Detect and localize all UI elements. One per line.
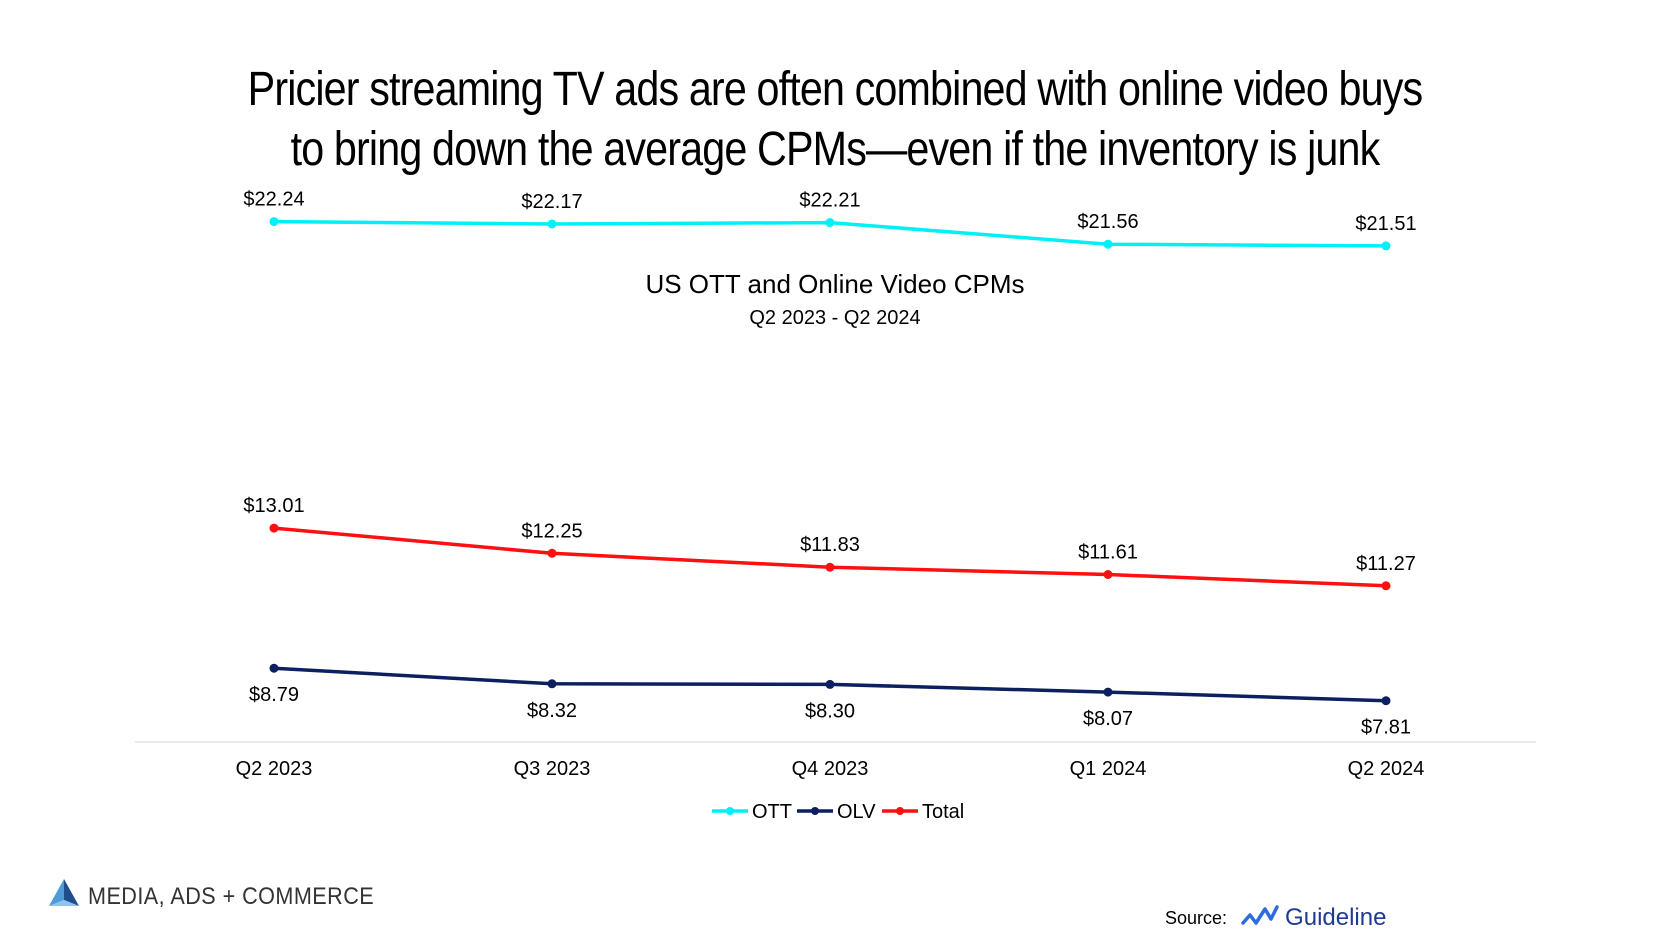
triangle-logo-icon (48, 878, 80, 915)
headline-line-2: to bring down the average CPMs—even if t… (290, 123, 1381, 176)
source: Source: Guideline (1165, 904, 1386, 932)
data-point-ott (269, 217, 279, 227)
data-point-olv (825, 679, 835, 689)
data-point-olv (547, 679, 557, 689)
data-label-olv: $8.30 (805, 700, 855, 722)
legend-label-total: Total (922, 801, 964, 823)
data-point-olv (269, 663, 279, 673)
data-label-olv: $8.32 (527, 700, 577, 722)
legend: OTT OLV Total (712, 801, 964, 823)
data-label-ott: $22.17 (521, 191, 582, 213)
headline: Pricier streaming TV ads are often combi… (117, 60, 1553, 180)
guideline-wave-icon (1241, 904, 1279, 932)
data-point-ott (1103, 239, 1113, 249)
source-label: Source: (1165, 907, 1228, 928)
legend-marker-olv (811, 807, 819, 815)
data-label-ott: $21.56 (1077, 211, 1138, 233)
data-label-total: $13.01 (243, 495, 304, 517)
brand-logo-text: MEDIA, ADS + COMMERCE (88, 882, 375, 910)
legend-marker-ott (726, 807, 734, 815)
legend-marker-total (896, 807, 904, 815)
data-label-total: $12.25 (521, 520, 582, 542)
data-label-olv: $8.07 (1083, 708, 1133, 730)
data-point-total (1103, 570, 1113, 579)
data-point-olv (1103, 687, 1113, 697)
data-label-ott: $22.21 (799, 190, 860, 212)
data-point-total (547, 548, 557, 558)
series-layer: $22.24 $22.17 $22.21 $21.56 $21.51 $13.01 $12.… (243, 189, 1416, 739)
x-axis-ticks: Q2 2023 Q3 2023 Q4 2023 Q1 2024 Q2 2024 (236, 758, 1425, 780)
x-tick-label: Q1 2024 (1070, 758, 1147, 780)
x-tick-label: Q3 2023 (514, 758, 591, 780)
chart-subtitle: Q2 2023 - Q2 2024 (749, 307, 920, 329)
data-point-ott (547, 219, 557, 229)
legend-label-olv: OLV (837, 801, 876, 823)
data-label-olv: $8.79 (249, 684, 299, 706)
legend-label-ott: OTT (752, 801, 792, 823)
chart-title: US OTT and Online Video CPMs (645, 269, 1024, 299)
data-point-total (825, 562, 835, 572)
data-point-total (1381, 581, 1391, 591)
x-tick-label: Q4 2023 (792, 758, 869, 780)
data-label-ott: $21.51 (1355, 213, 1416, 235)
data-label-total: $11.83 (800, 534, 860, 556)
data-point-olv (1381, 696, 1391, 706)
data-label-ott: $22.24 (243, 189, 304, 211)
headline-line-1: Pricier streaming TV ads are often combi… (247, 63, 1423, 116)
source-name: Guideline (1285, 904, 1387, 931)
data-label-total: $11.61 (1078, 542, 1138, 564)
data-label-total: $11.27 (1356, 553, 1416, 575)
x-tick-label: Q2 2024 (1348, 758, 1425, 780)
data-point-ott (825, 218, 835, 228)
data-point-ott (1381, 241, 1391, 251)
brand-logo: MEDIA, ADS + COMMERCE (48, 878, 406, 915)
data-label-olv: $7.81 (1361, 717, 1411, 739)
x-tick-label: Q2 2023 (236, 758, 313, 780)
data-point-total (269, 523, 279, 533)
